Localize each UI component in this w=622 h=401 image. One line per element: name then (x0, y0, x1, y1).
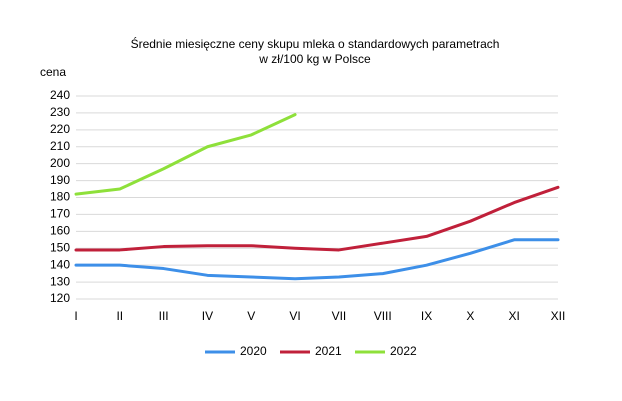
y-tick-label: 170 (50, 207, 70, 221)
y-tick-label: 230 (50, 105, 70, 119)
x-tick-label: X (466, 309, 474, 323)
y-tick-label: 150 (50, 240, 70, 254)
legend-label: 2020 (240, 344, 267, 358)
x-tick-label: IV (202, 309, 213, 323)
y-tick-label: 200 (50, 156, 70, 170)
y-tick-label: 130 (50, 274, 70, 288)
chart-subtitle: w zł/100 kg w Polsce (258, 52, 371, 66)
series-line (74, 238, 560, 281)
y-tick-label: 180 (50, 190, 70, 204)
y-tick-label: 190 (50, 173, 70, 187)
y-tick-label: 120 (50, 291, 70, 305)
x-tick-label: III (159, 309, 169, 323)
series-line (74, 113, 297, 196)
x-tick-label: IX (421, 309, 432, 323)
y-tick-label: 210 (50, 139, 70, 153)
x-tick-label: V (247, 309, 255, 323)
x-tick-label: XI (509, 309, 520, 323)
chart-title: Średnie miesięczne ceny skupu mleka o st… (131, 36, 500, 51)
y-axis-label: cena (40, 65, 66, 79)
x-tick-label: I (74, 309, 77, 323)
x-tick-label: VIII (374, 309, 392, 323)
y-tick-label: 160 (50, 224, 70, 238)
y-tick-label: 240 (50, 88, 70, 102)
series-line (74, 185, 560, 252)
x-tick-label: VII (332, 309, 347, 323)
y-tick-label: 140 (50, 257, 70, 271)
x-tick-label: II (116, 309, 123, 323)
legend-label: 2021 (315, 344, 342, 358)
x-tick-label: XII (551, 309, 566, 323)
x-tick-label: VI (289, 309, 300, 323)
y-tick-label: 220 (50, 122, 70, 136)
legend-label: 2022 (390, 344, 417, 358)
